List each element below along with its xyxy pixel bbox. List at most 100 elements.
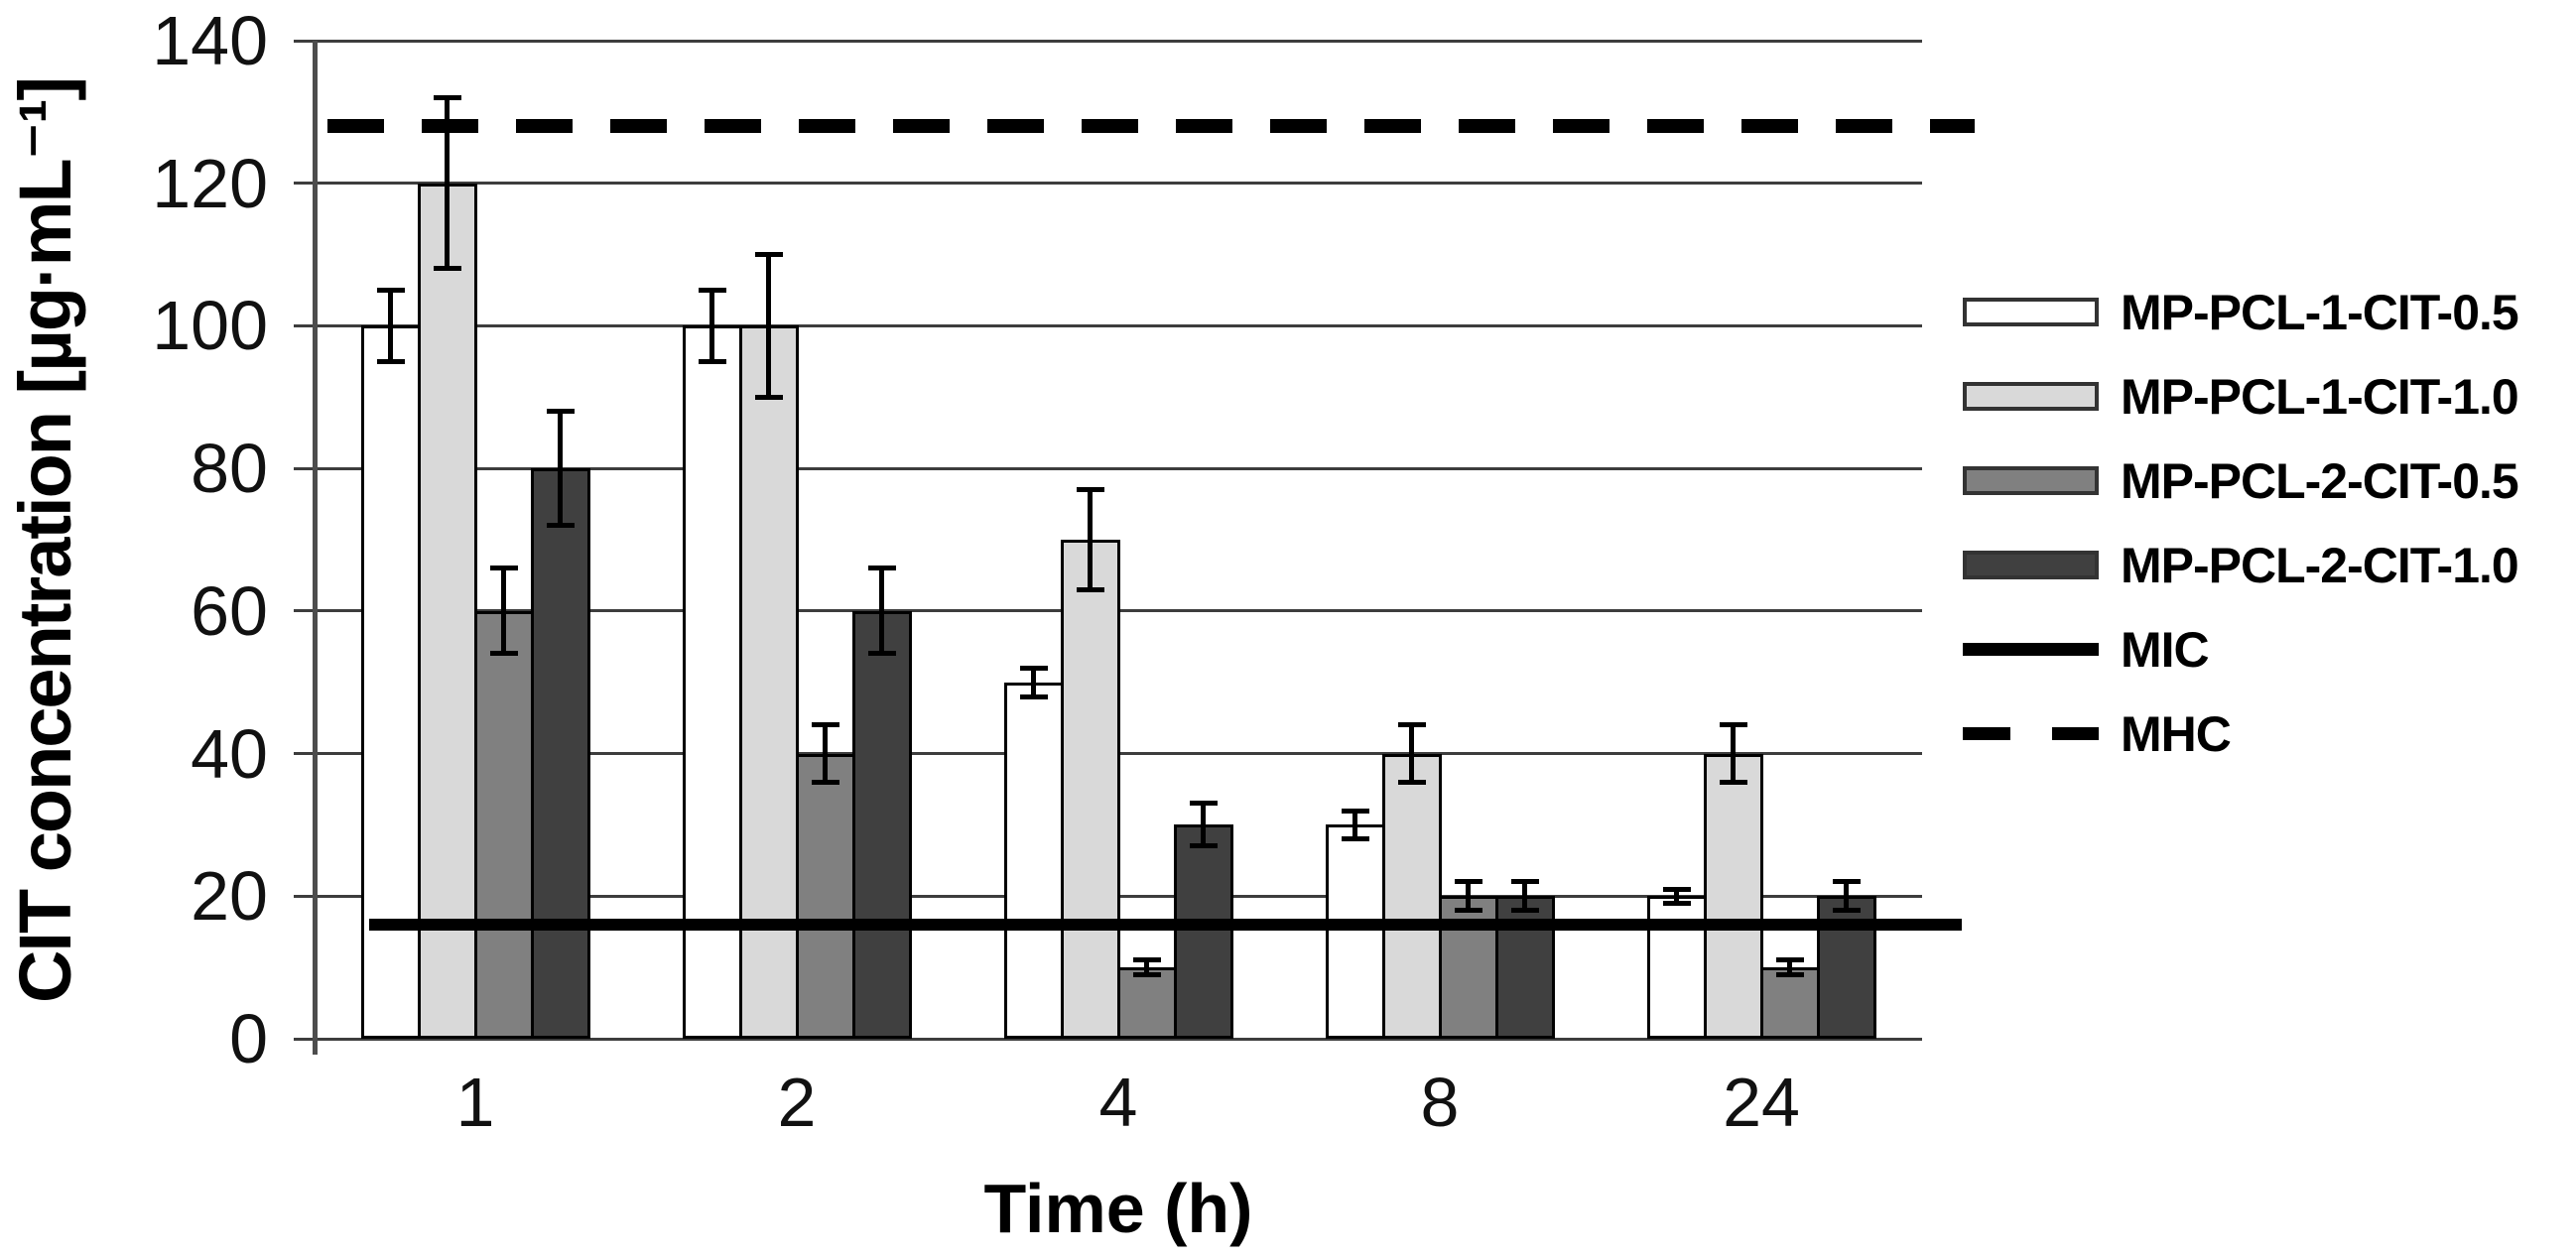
y-axis-line [313, 41, 318, 1055]
legend-label: MP-PCL-2-CIT-1.0 [2121, 537, 2519, 593]
bar-MP-PCL-2-CIT-0.5-t2 [795, 753, 855, 1039]
error-bar-stem [1466, 881, 1471, 911]
error-bar-cap-bottom [1132, 971, 1161, 977]
error-bar-stem [1731, 724, 1736, 783]
bar-MP-PCL-2-CIT-1.0-t4 [1173, 824, 1233, 1039]
bar-MP-PCL-2-CIT-1.0-t8 [1494, 896, 1555, 1039]
y-tick-label-140: 140 [152, 2, 268, 79]
error-bar-stem [709, 290, 714, 362]
error-bar-stem [1144, 959, 1149, 975]
legend-label: MP-PCL-1-CIT-1.0 [2121, 368, 2519, 425]
error-bar-stem [1201, 803, 1206, 846]
error-bar-cap-top [1775, 957, 1804, 963]
error-bar-stem [1409, 724, 1414, 783]
error-bar-cap-top [1832, 879, 1861, 885]
error-bar-stem [823, 724, 828, 783]
error-bar-stem [558, 411, 563, 526]
error-bar-cap-bottom [376, 358, 405, 364]
bar-MP-PCL-1-CIT-0.5-t8 [1325, 824, 1385, 1039]
error-bar-cap-top [698, 288, 726, 293]
error-bar-cap-top [1019, 665, 1048, 671]
bar-MP-PCL-2-CIT-0.5-t1 [473, 610, 534, 1039]
legend-swatch-MP-PCL-1-CIT-0.5 [1963, 298, 2099, 326]
error-bar-stem [445, 97, 450, 269]
error-bar-cap-bottom [1397, 779, 1426, 785]
legend-line-swatch-MIC [1963, 643, 2099, 656]
bar-MP-PCL-1-CIT-1.0-t8 [1381, 753, 1442, 1039]
bar-MP-PCL-1-CIT-1.0-t24 [1703, 753, 1763, 1039]
legend-label: MP-PCL-1-CIT-0.5 [2121, 284, 2519, 340]
error-bar-cap-top [1397, 722, 1426, 728]
y-tick-label-100: 100 [152, 287, 268, 365]
y-axis-tick-140 [294, 39, 323, 43]
error-bar-cap-bottom [1189, 843, 1218, 849]
error-bar-cap-bottom [867, 651, 896, 657]
y-axis-tick-80 [294, 466, 323, 470]
error-bar-stem [1674, 889, 1679, 904]
error-bar-cap-top [1719, 722, 1747, 728]
legend-item-MP-PCL-1-CIT-0.5: MP-PCL-1-CIT-0.5 [1963, 270, 2519, 354]
error-bar-cap-bottom [1510, 908, 1539, 914]
error-bar-stem [1844, 881, 1849, 911]
error-bar-cap-top [1454, 879, 1482, 885]
legend-swatch-MP-PCL-2-CIT-1.0 [1963, 551, 2099, 579]
y-axis-tick-40 [294, 752, 323, 756]
error-bar-stem [766, 254, 771, 398]
plot-area [294, 39, 1975, 1055]
error-bar-cap-top [1132, 957, 1161, 963]
error-bar-cap-top [1189, 801, 1218, 807]
error-bar-cap-bottom [754, 394, 783, 400]
error-bar-cap-top [546, 409, 575, 415]
error-bar-stem [501, 567, 506, 654]
legend-swatch-MP-PCL-2-CIT-0.5 [1963, 466, 2099, 495]
bar-MP-PCL-2-CIT-1.0-t1 [530, 468, 590, 1039]
bar-MP-PCL-1-CIT-0.5-t24 [1646, 896, 1707, 1039]
error-bar-cap-bottom [1076, 586, 1104, 592]
error-bar-cap-top [376, 288, 405, 293]
bar-MP-PCL-2-CIT-0.5-t8 [1438, 896, 1498, 1039]
bar-MP-PCL-2-CIT-0.5-t24 [1759, 967, 1820, 1039]
legend-line-swatch-MHC [1963, 727, 2099, 740]
error-bar-cap-top [1076, 487, 1104, 493]
error-bar-cap-bottom [546, 523, 575, 529]
legend-swatch-MP-PCL-1-CIT-1.0 [1963, 382, 2099, 411]
reference-line-MHC [327, 119, 1975, 134]
x-tick-label-8: 8 [1420, 1064, 1460, 1141]
bar-MP-PCL-1-CIT-0.5-t1 [360, 325, 421, 1039]
error-bar-cap-top [489, 566, 518, 571]
error-bar-stem [1522, 881, 1527, 911]
error-bar-cap-top [433, 94, 461, 100]
legend-item-MP-PCL-2-CIT-0.5: MP-PCL-2-CIT-0.5 [1963, 439, 2519, 523]
error-bar-cap-bottom [433, 266, 461, 272]
error-bar-cap-bottom [698, 358, 726, 364]
error-bar-cap-top [754, 252, 783, 258]
y-tick-label-80: 80 [191, 430, 268, 508]
error-bar-cap-bottom [1019, 693, 1048, 699]
bar-MP-PCL-2-CIT-1.0-t24 [1816, 896, 1876, 1039]
error-bar-cap-bottom [1832, 908, 1861, 914]
error-bar-cap-bottom [489, 651, 518, 657]
error-bar-stem [1787, 959, 1792, 975]
x-tick-label-4: 4 [1098, 1064, 1138, 1141]
error-bar-cap-bottom [1775, 971, 1804, 977]
legend-item-MHC: MHC [1963, 692, 2518, 776]
error-bar-cap-bottom [1662, 900, 1691, 906]
bar-MP-PCL-1-CIT-0.5-t4 [1003, 682, 1064, 1039]
error-bar-stem [1352, 811, 1357, 839]
bar-MP-PCL-1-CIT-1.0-t1 [417, 183, 477, 1039]
y-tick-label-60: 60 [191, 571, 268, 650]
legend-item-MIC: MIC [1963, 607, 2518, 692]
y-axis-tick-120 [294, 182, 323, 186]
gridline-y-120 [315, 182, 1922, 186]
y-tick-label-20: 20 [191, 857, 268, 936]
x-tick-label-24: 24 [1723, 1064, 1800, 1141]
y-tick-label-0: 0 [229, 1000, 268, 1077]
gridline-y-0 [315, 1037, 1922, 1041]
legend-label: MHC [2121, 705, 2232, 762]
gridline-y-80 [315, 466, 1922, 470]
bar-MP-PCL-1-CIT-1.0-t4 [1060, 540, 1120, 1039]
error-bar-cap-top [867, 566, 896, 571]
gridline-y-140 [315, 39, 1922, 43]
legend-label: MP-PCL-2-CIT-0.5 [2121, 452, 2519, 509]
